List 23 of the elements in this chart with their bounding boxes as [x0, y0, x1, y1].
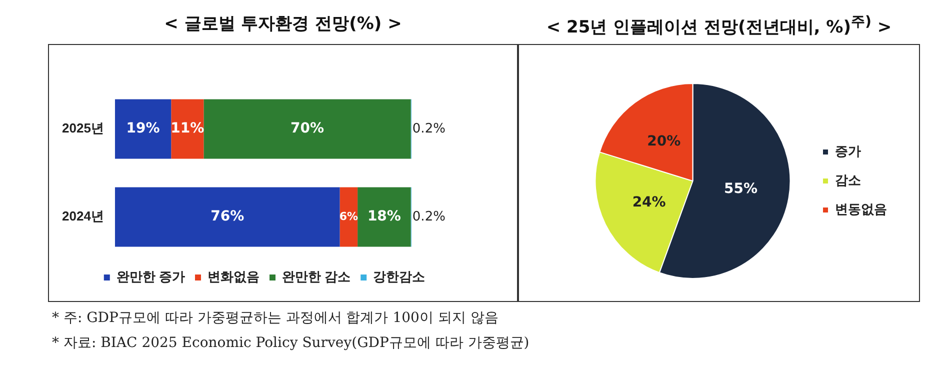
legend-label: 증가: [835, 144, 861, 159]
data-label: 24%: [632, 194, 666, 210]
legend-label: 완만한 감소: [282, 269, 351, 284]
legend-label: 감소: [835, 172, 861, 188]
y-tick-label: 2025년: [62, 120, 104, 136]
chart-title: < 글로벌 투자환경 전망(%) >: [163, 13, 403, 35]
text: * 주: GDP규모에 따라 가중평균하는 과정에서 합계가 100이 되지 않음: [52, 309, 500, 328]
data-label: 55%: [724, 181, 758, 198]
data-label: 18%: [367, 208, 401, 225]
y-tick-label: 2024년: [62, 208, 104, 224]
legend-label: 변동없음: [835, 202, 887, 217]
legend-label: 강한감소: [373, 269, 426, 284]
chart-title: < 25년 인플레이션 전망(전년대비, %)$^{주)}$ >: [545, 13, 893, 39]
data-label: 20%: [647, 133, 681, 150]
data-label: 0.2%: [412, 209, 446, 224]
legend-label: 완만한 증가: [116, 269, 186, 284]
data-label: 0.2%: [412, 121, 446, 136]
data-label: 70%: [290, 120, 324, 137]
data-label: 11%: [170, 120, 204, 137]
data-label: 19%: [126, 120, 160, 137]
data-label: 76%: [210, 208, 244, 225]
legend-label: 변화없음: [208, 269, 260, 284]
text: * 자료: BIAC 2025 Economic Policy Survey(GDP규모에 따라 가중평균): [52, 334, 530, 353]
